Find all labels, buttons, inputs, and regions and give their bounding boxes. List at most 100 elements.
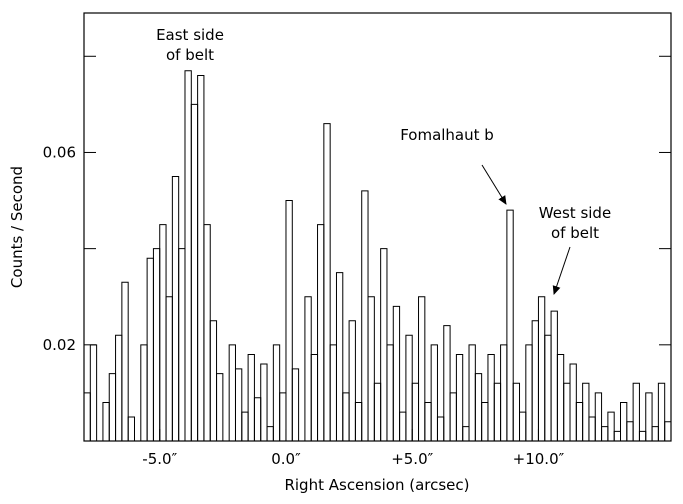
histogram-bin: [582, 382, 590, 441]
histogram-bin: [89, 344, 98, 441]
histogram-bin: [361, 190, 369, 441]
x-tick-label: -5.0″: [142, 450, 177, 468]
histogram-bin: [317, 224, 325, 441]
histogram-bin: [367, 296, 375, 441]
histogram-bin: [620, 402, 628, 441]
histogram-bin: [121, 281, 129, 441]
histogram-bin: [285, 200, 293, 441]
histogram-bin: [241, 411, 249, 441]
histogram-bin: [342, 392, 350, 441]
annotation: Fomalhaut b: [400, 126, 494, 144]
histogram-bin: [481, 402, 489, 441]
histogram-bin: [588, 416, 596, 441]
histogram-bin: [443, 325, 451, 441]
histogram-bin: [190, 103, 199, 441]
histogram-bin: [304, 296, 312, 441]
histogram-bin: [159, 224, 167, 441]
histogram-bin: [537, 296, 546, 441]
histogram-bin: [638, 430, 647, 441]
histogram-bin: [563, 382, 571, 441]
histogram-bin: [632, 382, 640, 441]
histogram-bin: [152, 248, 161, 441]
y-tick-label: 0.02: [43, 336, 76, 354]
histogram-bin: [418, 296, 426, 441]
histogram-bin: [335, 272, 344, 441]
histogram-bin: [392, 305, 401, 441]
histogram-bin: [386, 344, 394, 441]
histogram-bin: [209, 320, 218, 441]
annotation: of belt: [551, 224, 599, 242]
arrow: [481, 164, 507, 205]
histogram-bin: [184, 70, 192, 441]
y-tick-label: 0.06: [43, 143, 76, 161]
x-tick-label: +10.0″: [513, 450, 565, 468]
histogram-bin: [594, 392, 603, 441]
histogram-bin: [613, 430, 622, 441]
histogram-bin: [575, 402, 584, 441]
histogram-bin: [354, 402, 363, 441]
histogram-bin: [266, 426, 274, 441]
histogram-bin: [373, 382, 382, 441]
histogram-bin: [411, 382, 420, 441]
histogram-bin: [253, 397, 262, 441]
histogram-bin: [115, 334, 123, 441]
histogram-bin: [178, 248, 186, 441]
histogram-bin: [323, 123, 331, 441]
histogram-bin: [601, 426, 609, 441]
histogram-bin: [569, 363, 577, 441]
x-tick-label: +5.0″: [391, 450, 433, 468]
histogram-bin: [664, 421, 672, 441]
histogram-bin: [272, 344, 281, 441]
y-axis-label: Counts / Second: [8, 166, 26, 288]
histogram-bin: [544, 334, 552, 441]
histogram-bin: [436, 416, 445, 441]
histogram-bin: [657, 382, 666, 441]
arrow: [552, 246, 571, 295]
histogram-bin: [108, 373, 117, 441]
histogram-bin: [525, 344, 533, 441]
histogram-bin: [329, 344, 337, 441]
histogram-bin: [506, 209, 514, 441]
histogram-bin: [291, 368, 300, 441]
histogram-bin: [247, 353, 255, 441]
histogram-bin: [468, 344, 476, 441]
histogram-bin: [197, 75, 205, 441]
histogram-bin: [380, 248, 388, 441]
histogram-bin: [405, 334, 413, 441]
histogram-bin: [279, 392, 287, 441]
histogram-bin: [455, 353, 464, 441]
histogram-bin: [607, 411, 615, 441]
plot-frame: [83, 12, 672, 442]
histogram-bin: [165, 296, 173, 441]
histogram-bin: [519, 411, 527, 441]
histogram-bin: [102, 402, 110, 441]
histogram-bin: [462, 426, 470, 441]
histogram-bin: [234, 368, 243, 441]
histogram-bin: [651, 426, 659, 441]
histogram-bin: [127, 416, 135, 441]
histogram-bin: [645, 392, 653, 441]
annotation: West side: [539, 204, 611, 222]
histogram-bin: [399, 411, 407, 441]
histogram-bin: [512, 382, 521, 441]
histogram-bin: [531, 320, 539, 441]
histogram-bin: [626, 421, 634, 441]
histogram-bin: [216, 373, 224, 441]
annotation: of belt: [166, 46, 214, 64]
histogram-bin: [348, 320, 356, 441]
histogram-bin: [424, 402, 432, 441]
histogram-bin: [228, 344, 236, 441]
histogram-bin: [474, 373, 483, 441]
histogram-bin: [430, 344, 438, 441]
histogram-bin: [83, 392, 91, 441]
histogram-bin: [310, 353, 319, 441]
histogram-bin: [500, 344, 508, 441]
histogram-bin: [146, 257, 154, 441]
histogram-bin: [260, 363, 268, 441]
histogram-bin: [140, 344, 148, 441]
histogram-bin: [556, 353, 565, 441]
histogram-bin: [550, 310, 558, 441]
histogram-bin: [203, 224, 211, 441]
histogram-bin: [487, 353, 495, 441]
